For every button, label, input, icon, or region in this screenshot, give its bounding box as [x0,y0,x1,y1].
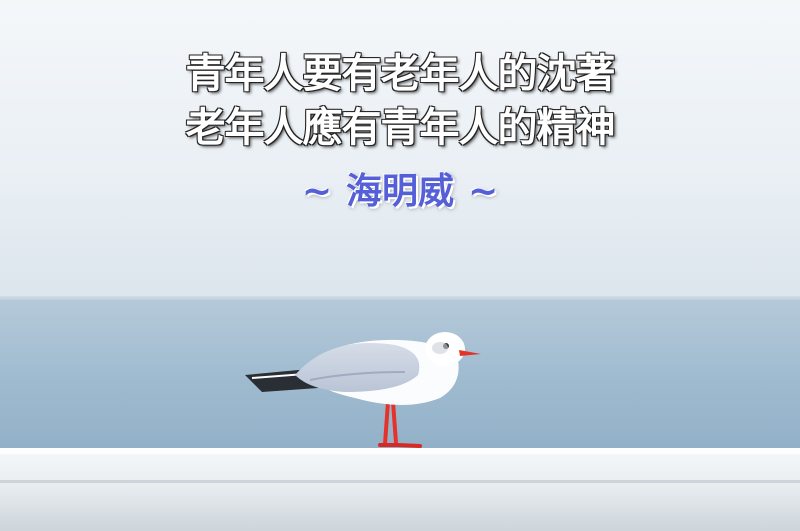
author-name: 海明威 [345,171,454,212]
tilde-right: ~ [468,171,499,212]
quote-line-1: 青年人要有老年人的沈著 [185,51,616,97]
sky [0,0,800,300]
seagull-image [245,332,481,448]
tilde-left: ~ [301,171,332,212]
railing [0,448,800,531]
quote-author: ~ 海明威 ~ [0,170,800,214]
quote-line-2: 老年人應有青年人的精神 [185,105,616,151]
